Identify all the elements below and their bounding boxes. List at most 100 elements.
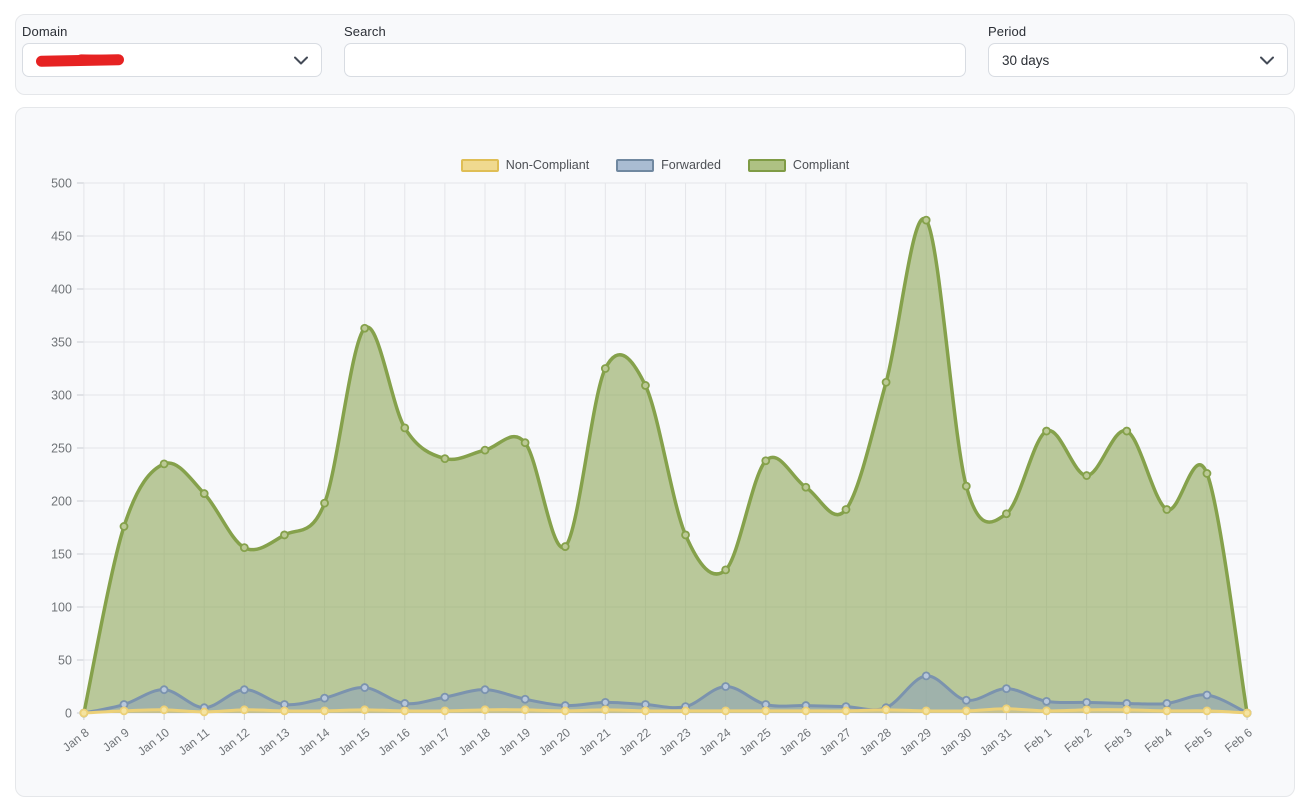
point-forwarded [1202, 690, 1212, 700]
x-tick-label: Jan 13 [255, 725, 292, 758]
point-non-compliant [600, 705, 610, 715]
x-tick-label: Feb 2 [1062, 725, 1095, 755]
point-non-compliant [239, 705, 249, 715]
point-forwarded [400, 699, 410, 708]
non-compliant-swatch [460, 158, 499, 172]
y-tick-label: 0 [65, 706, 72, 720]
y-tick-label: 150 [51, 547, 72, 561]
legend-item-non-compliant[interactable]: Non-Compliant [460, 158, 590, 172]
x-tick-label: Feb 1 [1022, 725, 1055, 755]
x-tick-label: Jan 17 [416, 725, 453, 758]
point-non-compliant [1082, 705, 1092, 715]
search-input[interactable] [344, 43, 966, 77]
point-non-compliant [721, 706, 731, 716]
point-forwarded [239, 685, 249, 695]
point-non-compliant [641, 706, 650, 716]
x-tick-label: Jan 27 [817, 725, 854, 758]
point-compliant [199, 489, 209, 498]
period-label: Period [988, 24, 1027, 39]
x-tick-label: Jan 26 [777, 725, 814, 758]
point-compliant [881, 377, 891, 387]
area-forwarded [83, 675, 1248, 713]
point-non-compliant [961, 706, 971, 716]
filter-bar: Domain Search Period 30 days [15, 14, 1295, 95]
y-tick-label: 500 [51, 176, 72, 190]
chevron-down-icon [294, 56, 308, 64]
y-tick-label: 250 [51, 441, 72, 455]
y-tick-label: 350 [51, 335, 72, 349]
forwarded-swatch [616, 158, 655, 172]
x-tick-label: Jan 25 [737, 725, 774, 758]
point-compliant [480, 445, 490, 455]
point-forwarded [440, 692, 450, 702]
period-field: Period 30 days [988, 24, 1288, 94]
point-non-compliant [560, 706, 570, 716]
legend-label: Forwarded [661, 158, 721, 172]
x-tick-label: Jan 19 [496, 725, 533, 758]
chart-card: Non-Compliant Forwarded Compliant 0 50 100… [15, 107, 1295, 797]
compliance-area-chart: 0 50 100 150 200 250 300 350 400 450 500 Jan 8 Jan 9… [51, 176, 1255, 758]
y-tick-label: 450 [51, 229, 72, 243]
x-tick-label: Jan 16 [376, 725, 413, 758]
x-tick-label: Jan 24 [697, 725, 734, 758]
point-non-compliant [921, 706, 931, 716]
x-tick-label: Jan 10 [135, 725, 172, 758]
domain-label: Domain [22, 24, 68, 39]
point-non-compliant [280, 706, 289, 716]
point-compliant [520, 438, 530, 448]
point-forwarded [159, 685, 169, 695]
point-compliant [239, 543, 249, 553]
point-non-compliant [1122, 705, 1132, 715]
legend-item-forwarded[interactable]: Forwarded [616, 158, 721, 172]
point-non-compliant [841, 706, 851, 716]
point-compliant [921, 215, 931, 225]
point-compliant [681, 530, 690, 540]
point-compliant [1162, 505, 1172, 514]
legend-label: Non-Compliant [505, 158, 590, 172]
point-compliant [320, 498, 329, 508]
point-non-compliant [761, 706, 771, 716]
point-non-compliant [119, 706, 129, 716]
point-compliant [119, 522, 129, 531]
point-compliant [641, 381, 650, 390]
point-compliant [1002, 509, 1011, 519]
x-tick-label: Jan 29 [897, 725, 934, 758]
legend-item-compliant[interactable]: Compliant [747, 158, 850, 172]
x-tick-label: Jan 31 [977, 725, 1014, 758]
x-tick-label: Jan 28 [857, 725, 894, 758]
x-tick-label: Feb 4 [1142, 725, 1175, 755]
point-non-compliant [440, 706, 450, 716]
y-tick-label: 200 [51, 494, 72, 508]
search-label: Search [344, 24, 386, 39]
point-forwarded [1162, 699, 1172, 708]
y-tick-label: 100 [51, 600, 72, 614]
x-tick-label: Feb 3 [1102, 725, 1135, 755]
x-tick-label: Jan 12 [215, 725, 252, 758]
point-non-compliant [400, 706, 410, 716]
chart-legend: Non-Compliant Forwarded Compliant [16, 158, 1294, 172]
search-field: Search [344, 24, 966, 94]
point-non-compliant [480, 705, 490, 715]
domain-select[interactable] [22, 43, 322, 77]
point-non-compliant [1042, 706, 1051, 716]
x-tick-label: Jan 8 [60, 725, 92, 754]
point-compliant [841, 505, 851, 514]
point-compliant [1122, 426, 1132, 436]
point-compliant [761, 456, 771, 466]
point-forwarded [921, 671, 931, 681]
legend-label: Compliant [792, 158, 850, 172]
point-non-compliant [79, 708, 89, 718]
x-tick-label: Jan 23 [656, 725, 693, 758]
point-non-compliant [320, 706, 329, 716]
point-non-compliant [199, 707, 209, 717]
x-tick-label: Jan 11 [176, 725, 213, 758]
x-tick-label: Feb 5 [1182, 725, 1215, 755]
period-select[interactable]: 30 days [988, 43, 1288, 77]
x-tick-label: Jan 14 [295, 725, 332, 758]
point-non-compliant [1002, 704, 1011, 714]
point-forwarded [961, 695, 971, 705]
point-non-compliant [681, 706, 690, 716]
y-tick-label: 50 [58, 653, 72, 667]
point-compliant [280, 530, 289, 540]
